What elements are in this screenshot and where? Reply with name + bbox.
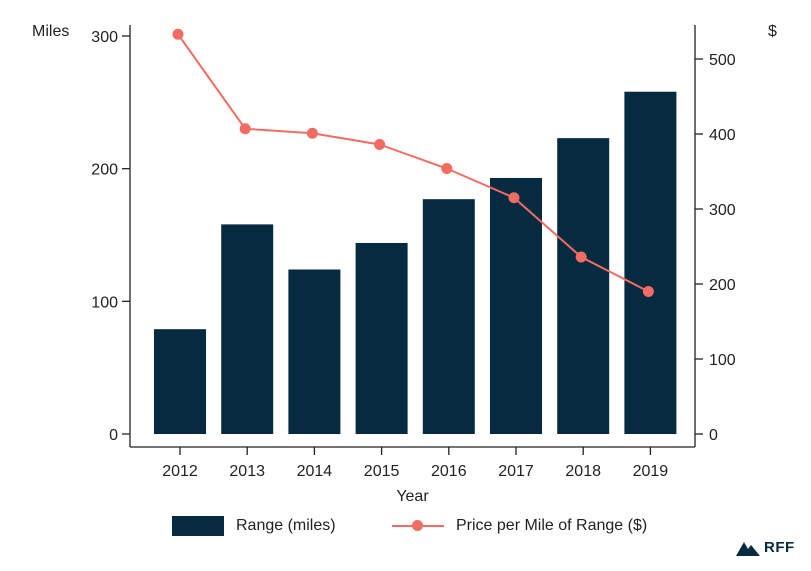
price-point xyxy=(575,251,587,263)
bar xyxy=(490,177,542,434)
legend-swatch-line xyxy=(392,516,444,536)
price-line xyxy=(177,33,649,293)
axes: 0 100 200 300 0 100 200 300 400 500 2012 2013 2014 20… xyxy=(91,25,736,480)
legend: Range (miles) Price per Mile of Range ($… xyxy=(0,516,811,546)
left-axis-unit-label: Miles xyxy=(32,23,69,40)
left-tick-label: 0 xyxy=(109,427,118,444)
line-series xyxy=(172,28,654,297)
x-tick-label: 2017 xyxy=(498,463,534,480)
bar xyxy=(221,224,274,434)
price-point xyxy=(306,127,318,139)
legend-label-range: Range (miles) xyxy=(236,517,336,534)
chart: 0 100 200 300 0 100 200 300 400 500 2012 2013 2014 20… xyxy=(32,23,777,505)
x-tick-label: 2016 xyxy=(431,463,467,480)
left-tick-label: 100 xyxy=(91,294,118,311)
left-tick-label: 200 xyxy=(91,162,118,179)
right-tick-label: 300 xyxy=(709,202,736,219)
price-point xyxy=(374,139,386,150)
x-tick-label: 2014 xyxy=(297,463,333,480)
right-tick-label: 400 xyxy=(709,127,736,144)
logo-text: RFF xyxy=(764,539,795,556)
price-point xyxy=(239,123,251,135)
bar xyxy=(355,242,408,434)
x-tick-label: 2018 xyxy=(565,463,601,480)
bar xyxy=(154,329,206,434)
right-tick-label: 500 xyxy=(709,52,736,69)
bar xyxy=(557,138,610,435)
price-point xyxy=(172,28,184,40)
right-tick-label: 100 xyxy=(709,352,736,369)
price-point xyxy=(441,163,453,174)
right-axis-unit-label: $ xyxy=(768,23,777,40)
right-tick-label: 200 xyxy=(709,277,736,294)
price-point xyxy=(642,286,654,297)
rff-logo: RFF xyxy=(736,539,795,556)
left-tick-label: 300 xyxy=(91,29,118,46)
axis-labels: Miles $ Year xyxy=(32,23,777,505)
x-tick-label: 2015 xyxy=(364,463,400,480)
x-axis-title: Year xyxy=(396,488,429,505)
legend-swatch-bar xyxy=(172,516,224,536)
x-tick-label: 2013 xyxy=(229,463,265,480)
bar xyxy=(288,269,341,434)
legend-item-price: Price per Mile of Range ($) xyxy=(392,516,647,536)
legend-item-range: Range (miles) xyxy=(172,516,336,536)
price-point xyxy=(508,192,520,204)
bar xyxy=(624,91,677,434)
mountain-icon xyxy=(736,541,760,556)
right-tick-label: 0 xyxy=(709,427,718,444)
bar xyxy=(422,199,475,434)
x-tick-label: 2012 xyxy=(162,463,198,480)
bar-series xyxy=(154,91,677,435)
legend-label-price: Price per Mile of Range ($) xyxy=(456,517,648,534)
x-tick-label: 2019 xyxy=(633,463,669,480)
